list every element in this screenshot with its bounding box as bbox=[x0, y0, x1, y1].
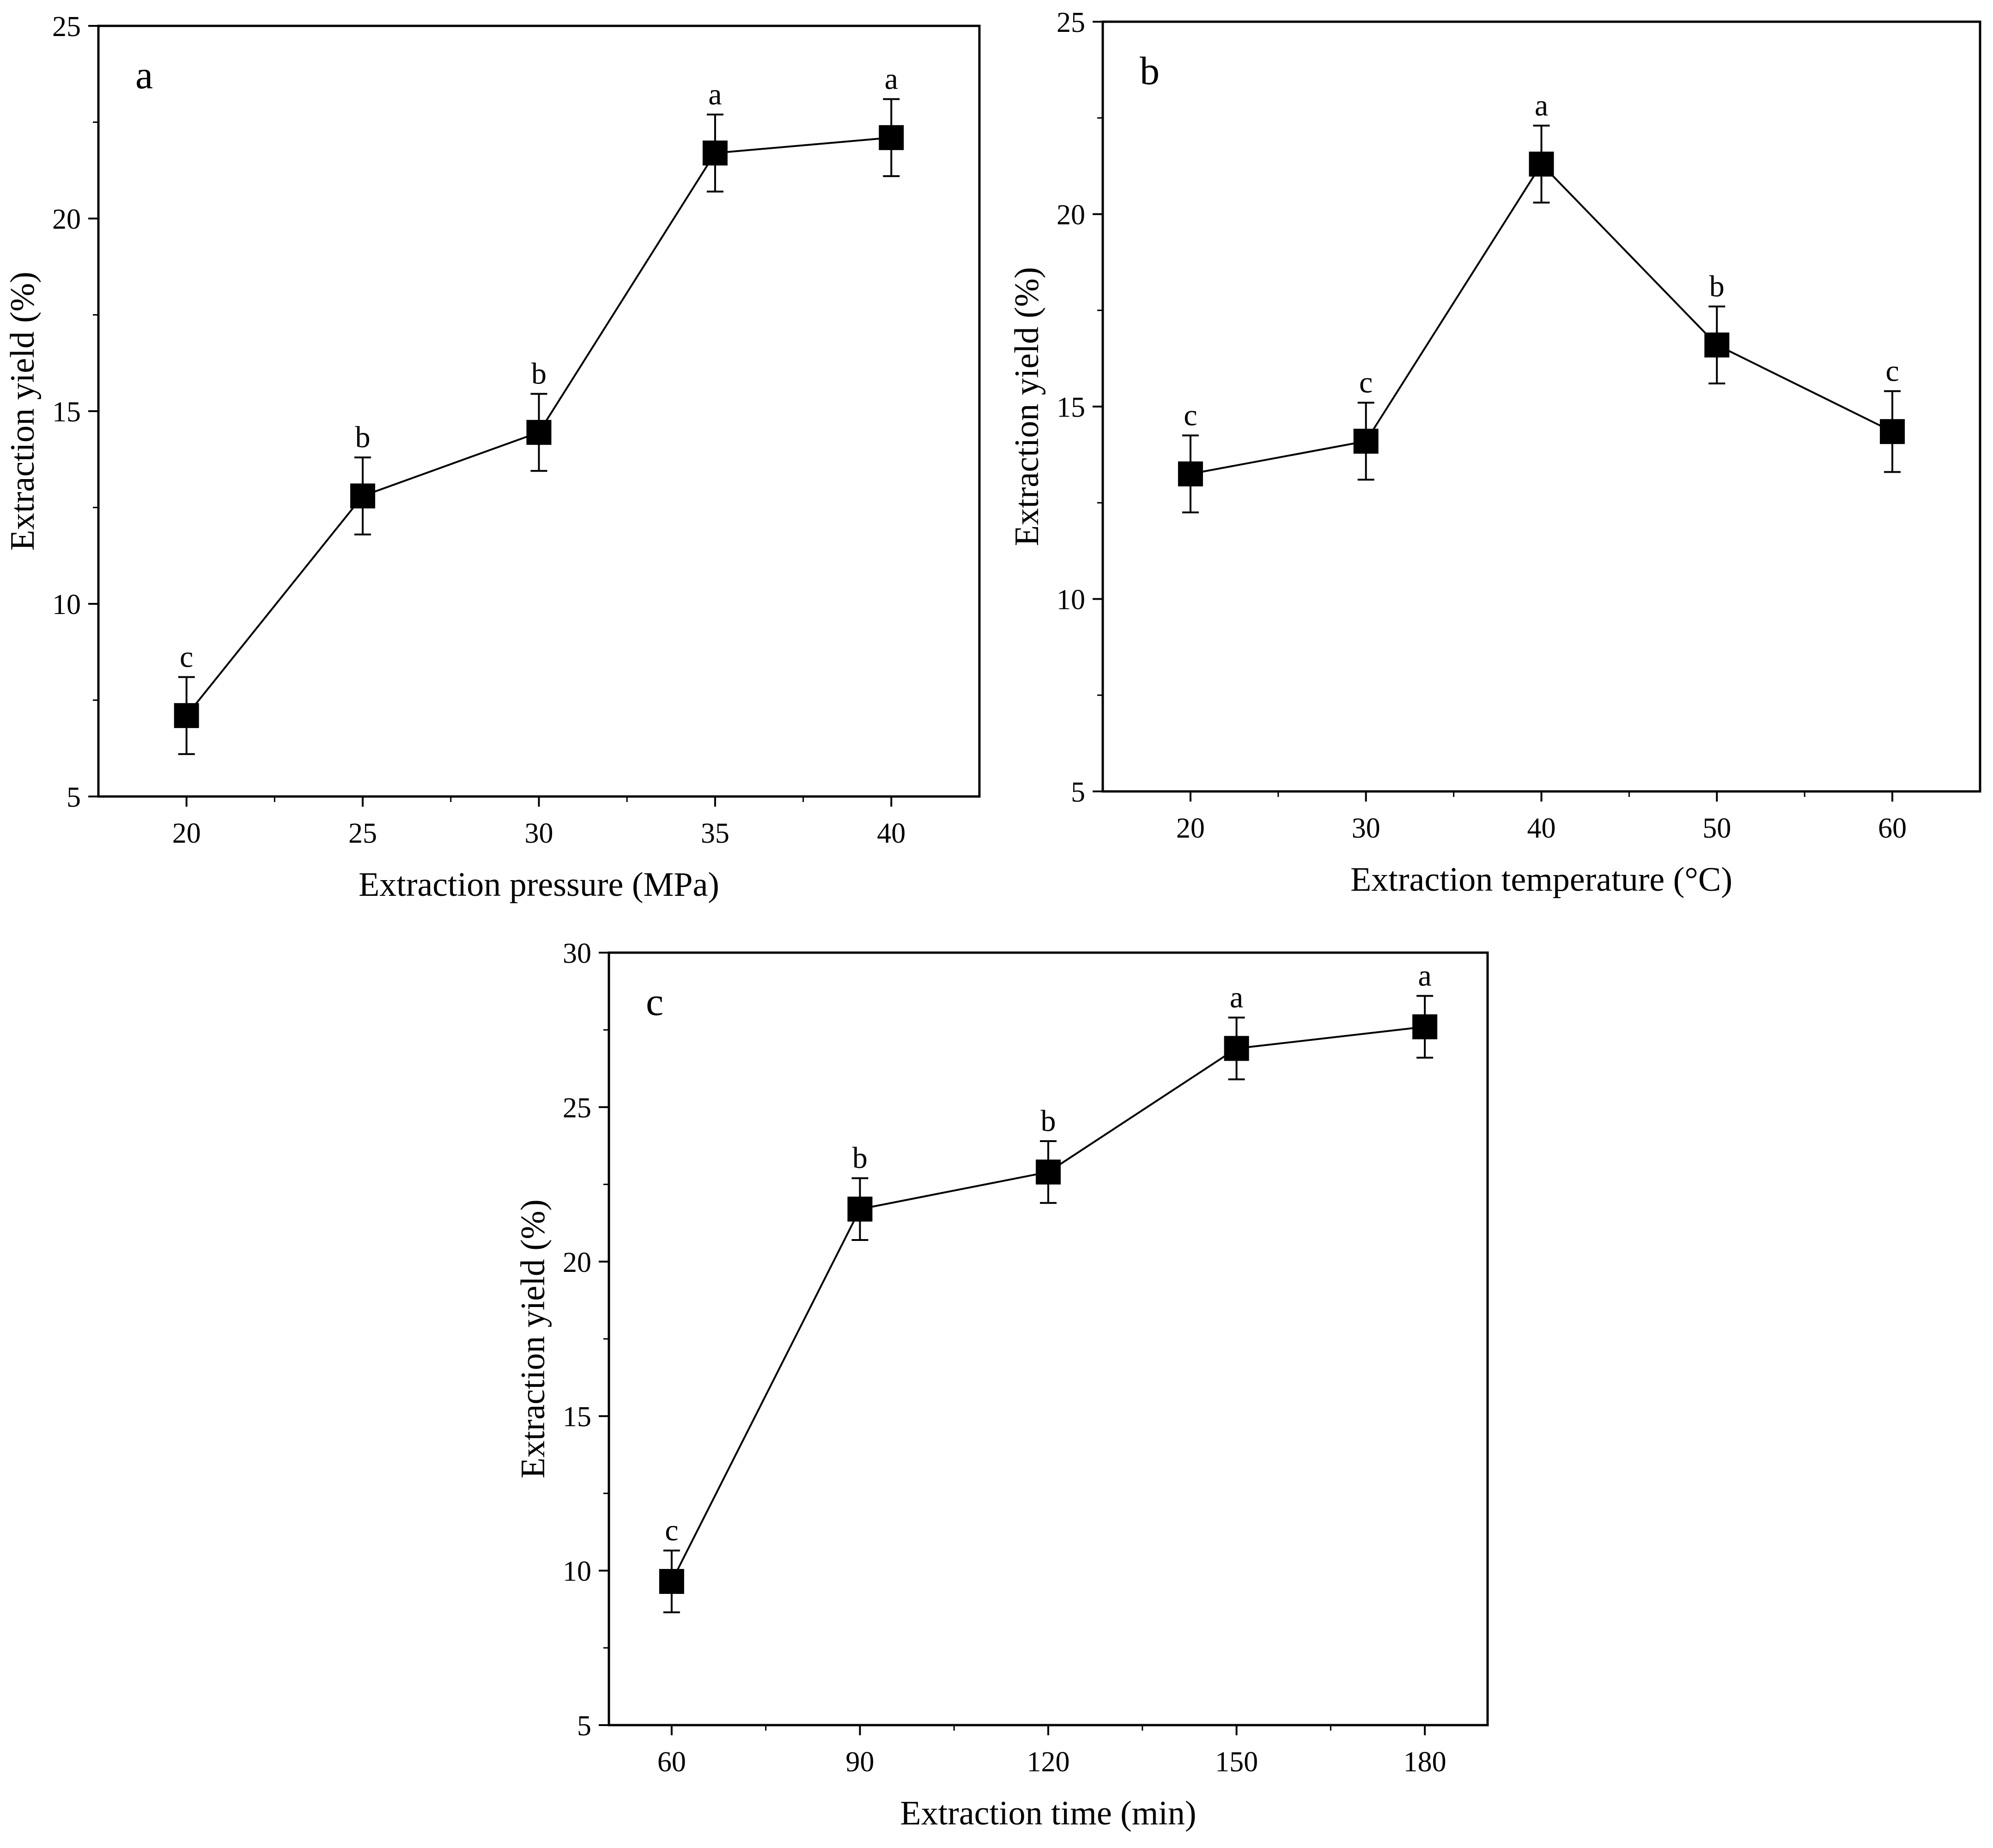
y-tick-label: 5 bbox=[1071, 777, 1085, 808]
x-tick-label: 60 bbox=[657, 1746, 686, 1778]
chart-panel-b: 5 10 15 20 25 20 30 40 50 60 Extraction temperatur… bbox=[1008, 7, 1981, 899]
data-point bbox=[350, 483, 376, 509]
y-tick-label: 5 bbox=[577, 1710, 591, 1742]
significance-label: c bbox=[1359, 366, 1373, 400]
significance-label: b bbox=[531, 357, 547, 390]
significance-label: a bbox=[885, 62, 898, 96]
y-axis-label: Extraction yield (%) bbox=[1008, 267, 1046, 546]
data-point bbox=[847, 1197, 873, 1222]
x-tick-label: 25 bbox=[348, 818, 377, 849]
chart-panel-a: 5 10 15 20 25 20 25 30 35 40 Extraction pressure (… bbox=[4, 11, 981, 904]
significance-label: b bbox=[1041, 1104, 1056, 1138]
x-tick-label: 180 bbox=[1404, 1746, 1446, 1778]
y-tick-label: 15 bbox=[1057, 392, 1085, 423]
x-tick-label: 20 bbox=[172, 818, 201, 849]
plot-frame bbox=[608, 951, 1489, 1726]
y-tick-label: 10 bbox=[52, 589, 81, 620]
series-line bbox=[1190, 162, 1893, 475]
data-point bbox=[1529, 152, 1554, 177]
y-tick-label: 10 bbox=[563, 1556, 591, 1587]
significance-label: b bbox=[1709, 269, 1725, 303]
x-tick-label: 120 bbox=[1027, 1746, 1070, 1778]
data-point bbox=[879, 125, 904, 150]
significance-label: c bbox=[1885, 354, 1899, 388]
data-point bbox=[174, 703, 199, 728]
data-point bbox=[1704, 332, 1730, 358]
data-point bbox=[1412, 1014, 1438, 1040]
data-point bbox=[1880, 419, 1905, 444]
x-axis-label: Extraction pressure (MPa) bbox=[358, 866, 719, 904]
y-tick-label: 25 bbox=[52, 11, 81, 43]
data-point bbox=[1178, 461, 1203, 486]
x-tick-label: 30 bbox=[1352, 813, 1380, 844]
data-point bbox=[526, 419, 552, 445]
x-tick-label: 150 bbox=[1215, 1746, 1258, 1778]
x-tick-label: 20 bbox=[1176, 813, 1205, 844]
y-tick-label: 25 bbox=[563, 1092, 591, 1124]
x-tick-label: 40 bbox=[877, 818, 905, 849]
significance-label: a bbox=[708, 78, 722, 111]
significance-label: b bbox=[355, 420, 371, 454]
x-axis-label: Extraction temperature (°C) bbox=[1350, 861, 1732, 899]
panel-label: a bbox=[135, 53, 153, 97]
significance-label: c bbox=[1184, 398, 1197, 432]
significance-label: a bbox=[1535, 89, 1548, 122]
y-tick-label: 20 bbox=[52, 204, 81, 235]
data-point bbox=[1036, 1159, 1061, 1185]
significance-label: a bbox=[1418, 959, 1431, 993]
y-tick-label: 20 bbox=[1057, 200, 1085, 231]
significance-label: c bbox=[180, 640, 193, 674]
x-tick-label: 90 bbox=[845, 1746, 874, 1778]
data-point bbox=[659, 1569, 684, 1594]
panel-label: b bbox=[1140, 49, 1160, 93]
y-tick-label: 30 bbox=[563, 938, 591, 969]
chart-panel-c: 5 10 15 20 25 30 60 90 120 150 180 Extraction time … bbox=[514, 938, 1489, 1832]
x-axis-label: Extraction time (min) bbox=[900, 1794, 1196, 1832]
significance-label: b bbox=[852, 1141, 868, 1175]
x-tick-label: 30 bbox=[525, 818, 553, 849]
y-tick-label: 5 bbox=[67, 782, 81, 813]
y-tick-label: 20 bbox=[563, 1247, 591, 1278]
x-tick-label: 60 bbox=[1878, 813, 1907, 844]
x-tick-label: 40 bbox=[1527, 813, 1556, 844]
y-tick-label: 25 bbox=[1057, 7, 1085, 38]
y-tick-label: 15 bbox=[563, 1401, 591, 1433]
panel-label: c bbox=[646, 979, 663, 1024]
data-point bbox=[702, 140, 728, 166]
y-axis-label: Extraction yield (%) bbox=[514, 1199, 552, 1478]
significance-label: a bbox=[1230, 980, 1243, 1014]
data-point bbox=[1224, 1036, 1249, 1061]
y-axis-label: Extraction yield (%) bbox=[4, 272, 42, 551]
x-tick-label: 35 bbox=[701, 818, 729, 849]
y-tick-label: 10 bbox=[1057, 584, 1085, 616]
significance-label: c bbox=[665, 1514, 678, 1547]
y-tick-label: 15 bbox=[52, 396, 81, 428]
data-point bbox=[1353, 428, 1379, 454]
x-tick-label: 50 bbox=[1702, 813, 1731, 844]
